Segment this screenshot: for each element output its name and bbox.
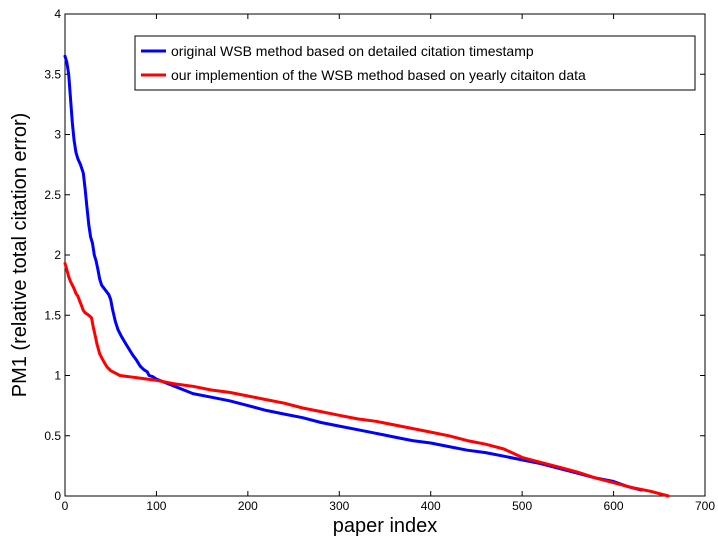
axis-ticks: 0 100 200 300 400 500 600 700 0 0.5 1 1.5 2 2.5 3 3.5 4 [44,7,715,513]
x-tick-label: 600 [604,499,624,513]
x-tick-label: 700 [695,499,715,513]
x-tick-label: 500 [512,499,532,513]
y-tick-label: 0 [54,489,61,503]
y-tick-label: 3 [54,128,61,142]
legend-box [134,35,696,91]
y-tick-label: 4 [54,7,61,21]
series-line-1 [63,261,670,498]
x-tick-label: 300 [329,499,349,513]
series-lines [63,54,670,498]
y-axis-title: PM1 (relative total citation error) [9,113,31,398]
x-tick-label: 200 [238,499,258,513]
y-tick-label: 1 [54,369,61,383]
y-tick-label: 0.5 [44,429,61,443]
legend: original WSB method based on detailed ci… [134,35,696,91]
legend-label-implementation: our implemention of the WSB method based… [171,67,586,83]
legend-label-original: original WSB method based on detailed ci… [171,43,534,59]
x-tick-label: 100 [146,499,166,513]
x-axis-title: paper index [333,515,438,537]
y-tick-label: 2 [54,248,61,262]
y-tick-label: 2.5 [44,188,61,202]
x-tick-label: 400 [421,499,441,513]
series-line-0 [63,54,643,492]
y-tick-label: 1.5 [44,308,61,322]
x-tick-label: 0 [62,499,69,513]
y-tick-label: 3.5 [44,67,61,81]
plot-area [64,13,706,497]
